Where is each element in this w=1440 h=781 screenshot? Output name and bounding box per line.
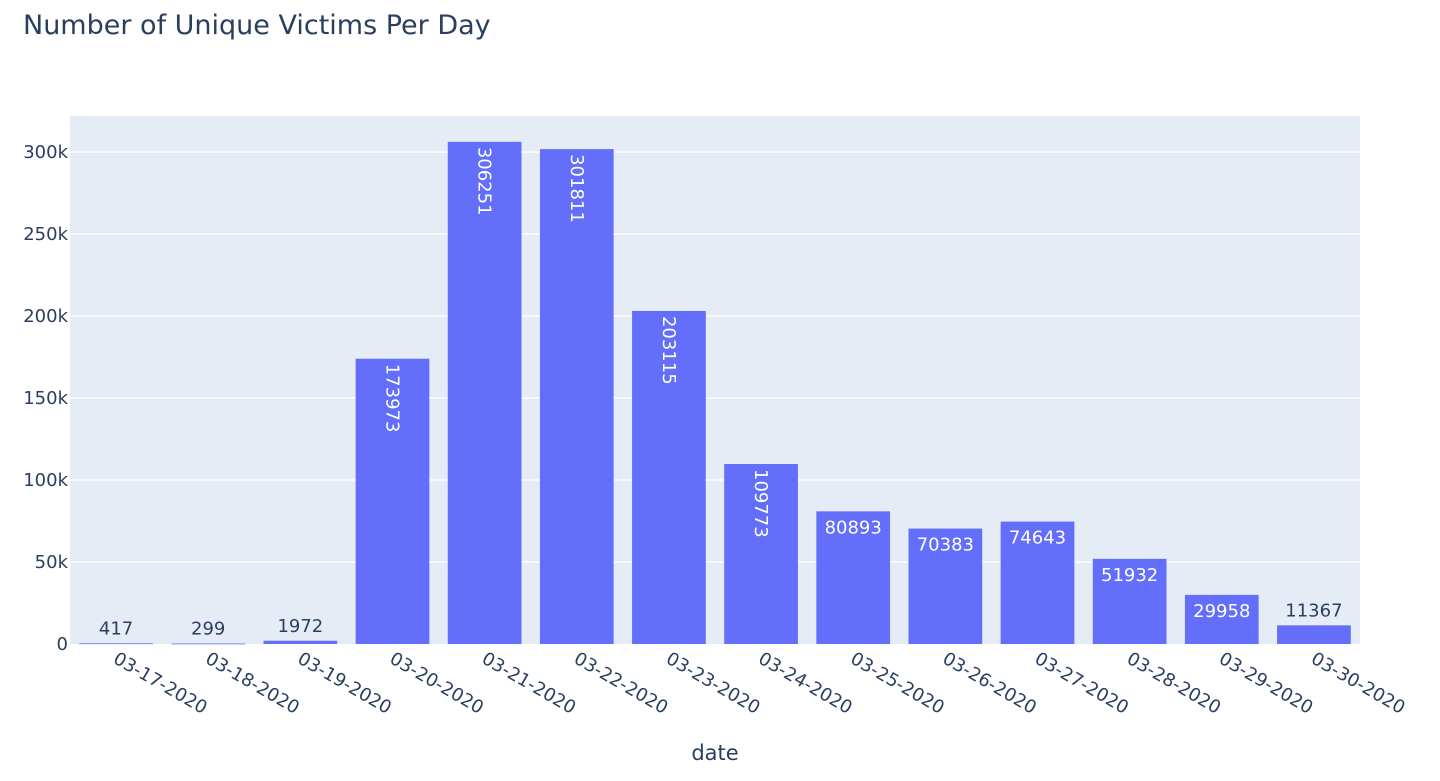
data-label: 11367 <box>1285 600 1342 621</box>
data-label: 1972 <box>277 616 323 637</box>
bar <box>1184 594 1259 644</box>
bar <box>1277 625 1351 644</box>
x-axis-title: date <box>691 741 738 765</box>
data-label: 299 <box>191 619 225 640</box>
bar <box>79 643 153 645</box>
y-tick-label: 50k <box>35 552 69 573</box>
bar <box>355 358 430 644</box>
bar <box>1092 558 1167 644</box>
data-label: 109773 <box>750 469 771 538</box>
bar <box>632 310 706 644</box>
x-tick-label: 03-19-2020 <box>294 648 395 718</box>
data-label: 29958 <box>1193 601 1250 622</box>
bar <box>816 511 891 644</box>
x-tick-label: 03-17-2020 <box>110 648 211 718</box>
grid-lines <box>70 151 1360 563</box>
data-label: 51932 <box>1101 565 1158 586</box>
x-tick-label: 03-18-2020 <box>202 648 303 718</box>
x-tick-label: 03-29-2020 <box>1215 648 1316 718</box>
x-tick-label: 03-27-2020 <box>1031 648 1132 718</box>
chart-title: Number of Unique Victims Per Day <box>23 10 491 41</box>
bars <box>79 141 1351 645</box>
data-label: 173973 <box>382 364 403 433</box>
y-axis-ticks: 0 50k 100k 150k 200k 250k 300k <box>23 142 68 655</box>
x-tick-label: 03-24-2020 <box>755 648 856 718</box>
data-label: 74643 <box>1009 528 1066 549</box>
y-tick-label: 250k <box>23 224 68 245</box>
bar <box>263 640 338 644</box>
bar <box>1000 521 1075 644</box>
data-label: 80893 <box>825 517 882 538</box>
bar <box>447 141 522 644</box>
x-tick-label: 03-28-2020 <box>1123 648 1224 718</box>
data-label: 306251 <box>474 147 495 216</box>
x-tick-label: 03-30-2020 <box>1307 648 1408 718</box>
x-tick-label: 03-26-2020 <box>939 648 1040 718</box>
data-label: 301811 <box>566 154 587 223</box>
x-tick-label: 03-22-2020 <box>570 648 671 718</box>
data-labels: 417 299 1972 173973 306251 301811 203115 109773… <box>99 147 1343 640</box>
y-tick-label: 200k <box>23 306 68 327</box>
x-tick-label: 03-25-2020 <box>847 648 948 718</box>
x-tick-label: 03-20-2020 <box>386 648 487 718</box>
data-label: 417 <box>99 618 133 639</box>
plot-area <box>70 116 1360 644</box>
bar <box>171 643 246 645</box>
data-label: 70383 <box>917 535 974 556</box>
y-tick-label: 300k <box>23 142 68 163</box>
bar <box>724 463 798 644</box>
x-tick-label: 03-21-2020 <box>478 648 579 718</box>
x-tick-label: 03-23-2020 <box>662 648 763 718</box>
x-axis-ticks: 03-17-202003-18-202003-19-202003-20-2020… <box>110 648 1409 718</box>
data-label: 203115 <box>658 316 679 385</box>
y-tick-label: 100k <box>23 470 68 491</box>
y-tick-label: 150k <box>23 388 68 409</box>
bar <box>539 149 614 644</box>
bar <box>908 528 983 644</box>
y-tick-label: 0 <box>57 634 68 655</box>
